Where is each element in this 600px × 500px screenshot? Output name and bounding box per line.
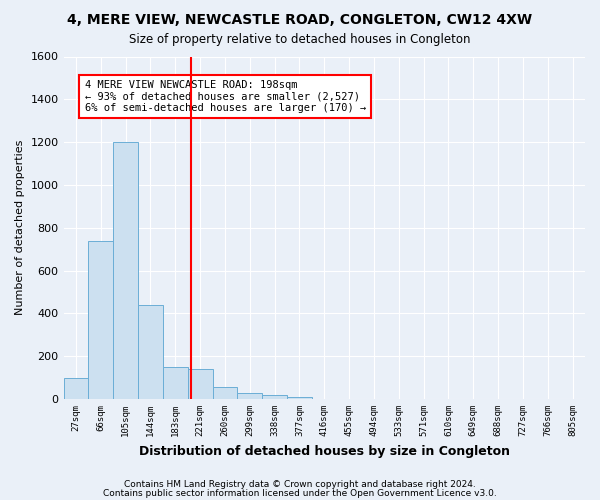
Bar — [113, 142, 138, 399]
Bar — [88, 240, 113, 399]
Bar — [238, 392, 262, 399]
Y-axis label: Number of detached properties: Number of detached properties — [15, 140, 25, 316]
Text: 4, MERE VIEW, NEWCASTLE ROAD, CONGLETON, CW12 4XW: 4, MERE VIEW, NEWCASTLE ROAD, CONGLETON,… — [67, 12, 533, 26]
Text: 4 MERE VIEW NEWCASTLE ROAD: 198sqm
← 93% of detached houses are smaller (2,527)
: 4 MERE VIEW NEWCASTLE ROAD: 198sqm ← 93%… — [85, 80, 366, 114]
Bar — [188, 369, 212, 399]
Text: Contains public sector information licensed under the Open Government Licence v3: Contains public sector information licen… — [103, 490, 497, 498]
X-axis label: Distribution of detached houses by size in Congleton: Distribution of detached houses by size … — [139, 444, 510, 458]
Text: Size of property relative to detached houses in Congleton: Size of property relative to detached ho… — [129, 32, 471, 46]
Bar — [262, 395, 287, 399]
Bar — [287, 397, 312, 399]
Bar — [138, 305, 163, 399]
Bar — [64, 378, 88, 399]
Bar — [212, 388, 238, 399]
Bar — [163, 367, 188, 399]
Text: Contains HM Land Registry data © Crown copyright and database right 2024.: Contains HM Land Registry data © Crown c… — [124, 480, 476, 489]
